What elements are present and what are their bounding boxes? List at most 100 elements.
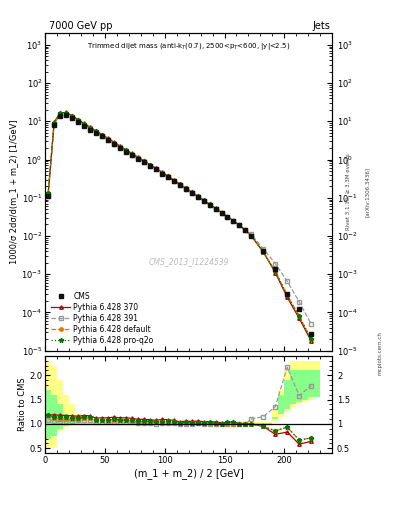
X-axis label: (m_1 + m_2) / 2 [GeV]: (m_1 + m_2) / 2 [GeV]: [134, 467, 244, 479]
Pythia 6.428 370: [201, 197, 206, 203]
Pythia 6.428 default: [177, 181, 182, 187]
Pythia 6.428 391: [249, 231, 254, 238]
Pythia 6.428 391: [225, 214, 230, 220]
CMS: [213, 206, 218, 212]
Pythia 6.428 default: [213, 206, 218, 212]
Pythia 6.428 391: [237, 222, 242, 228]
Text: mcplots.cern.ch: mcplots.cern.ch: [378, 331, 383, 375]
Pythia 6.428 370: [64, 110, 68, 116]
Pythia 6.428 370: [171, 177, 176, 183]
CMS: [136, 156, 140, 162]
Pythia 6.428 default: [136, 155, 140, 161]
Pythia 6.428 391: [285, 279, 290, 285]
Pythia 6.428 default: [130, 151, 134, 157]
Pythia 6.428 370: [183, 185, 188, 191]
Pythia 6.428 pro-q2o: [189, 189, 194, 196]
Pythia 6.428 370: [118, 143, 122, 149]
Pythia 6.428 370: [58, 110, 62, 116]
Pythia 6.428 370: [106, 135, 110, 141]
Pythia 6.428 370: [147, 161, 152, 167]
Pythia 6.428 391: [64, 111, 68, 117]
Pythia 6.428 default: [153, 166, 158, 172]
Pythia 6.428 default: [112, 140, 116, 146]
Pythia 6.428 391: [213, 206, 218, 212]
Pythia 6.428 370: [243, 227, 248, 233]
Pythia 6.428 default: [147, 162, 152, 168]
Text: Jets: Jets: [312, 20, 330, 31]
CMS: [201, 198, 206, 204]
Pythia 6.428 pro-q2o: [99, 132, 104, 138]
Pythia 6.428 370: [261, 249, 266, 255]
Pythia 6.428 370: [52, 119, 57, 125]
CMS: [112, 141, 116, 147]
Pythia 6.428 default: [141, 158, 146, 164]
Pythia 6.428 391: [94, 129, 98, 135]
CMS: [285, 291, 290, 297]
Pythia 6.428 391: [147, 163, 152, 169]
Text: Trimmed dijet mass (anti-k$_T$(0.7), 2500<p$_T$<600, |y|<2.5): Trimmed dijet mass (anti-k$_T$(0.7), 250…: [87, 41, 290, 52]
CMS: [297, 306, 301, 312]
Pythia 6.428 pro-q2o: [123, 147, 128, 154]
Pythia 6.428 391: [70, 114, 74, 120]
Pythia 6.428 default: [189, 189, 194, 196]
CMS: [70, 115, 74, 121]
Pythia 6.428 pro-q2o: [237, 222, 242, 228]
CMS: [82, 123, 86, 129]
Line: Pythia 6.428 391: Pythia 6.428 391: [46, 112, 313, 326]
Pythia 6.428 pro-q2o: [207, 201, 212, 207]
Pythia 6.428 pro-q2o: [46, 190, 51, 197]
Pythia 6.428 370: [165, 173, 170, 179]
Pythia 6.428 370: [225, 214, 230, 220]
Pythia 6.428 pro-q2o: [160, 169, 164, 176]
Pythia 6.428 370: [219, 209, 224, 216]
Pythia 6.428 pro-q2o: [76, 117, 81, 123]
Pythia 6.428 391: [177, 182, 182, 188]
Pythia 6.428 370: [297, 315, 301, 322]
CMS: [141, 159, 146, 165]
Pythia 6.428 391: [118, 144, 122, 151]
Pythia 6.428 391: [123, 148, 128, 154]
Pythia 6.428 default: [207, 202, 212, 208]
Pythia 6.428 370: [112, 139, 116, 145]
Pythia 6.428 370: [141, 158, 146, 164]
Pythia 6.428 391: [201, 198, 206, 204]
Pythia 6.428 370: [130, 150, 134, 156]
CMS: [219, 210, 224, 216]
CMS: [160, 170, 164, 177]
Pythia 6.428 default: [297, 313, 301, 319]
CMS: [88, 126, 92, 133]
Text: CMS_2013_I1224539: CMS_2013_I1224539: [149, 258, 229, 266]
Pythia 6.428 pro-q2o: [177, 181, 182, 187]
Pythia 6.428 370: [177, 181, 182, 187]
CMS: [94, 130, 98, 136]
Pythia 6.428 391: [46, 191, 51, 198]
Pythia 6.428 391: [130, 152, 134, 158]
Pythia 6.428 default: [285, 292, 290, 298]
Text: Rivet 3.1.10, ≥ 3.3M events: Rivet 3.1.10, ≥ 3.3M events: [345, 154, 350, 230]
Pythia 6.428 391: [88, 125, 92, 132]
Pythia 6.428 default: [82, 121, 86, 127]
Pythia 6.428 391: [297, 298, 301, 305]
Pythia 6.428 pro-q2o: [219, 210, 224, 216]
CMS: [261, 248, 266, 254]
Pythia 6.428 default: [225, 214, 230, 220]
Pythia 6.428 pro-q2o: [130, 151, 134, 157]
Pythia 6.428 391: [207, 202, 212, 208]
Pythia 6.428 pro-q2o: [201, 198, 206, 204]
Pythia 6.428 pro-q2o: [141, 158, 146, 164]
Pythia 6.428 391: [219, 210, 224, 216]
Pythia 6.428 pro-q2o: [183, 185, 188, 191]
Pythia 6.428 370: [207, 201, 212, 207]
Pythia 6.428 391: [165, 174, 170, 180]
Pythia 6.428 pro-q2o: [70, 113, 74, 119]
Pythia 6.428 pro-q2o: [82, 121, 86, 127]
Pythia 6.428 370: [285, 294, 290, 301]
Pythia 6.428 391: [52, 121, 57, 127]
Pythia 6.428 default: [64, 111, 68, 117]
Pythia 6.428 391: [231, 219, 236, 225]
Pythia 6.428 pro-q2o: [213, 205, 218, 211]
Pythia 6.428 370: [309, 338, 314, 344]
Pythia 6.428 391: [112, 140, 116, 146]
Pythia 6.428 pro-q2o: [112, 140, 116, 146]
Pythia 6.428 pro-q2o: [261, 249, 266, 255]
